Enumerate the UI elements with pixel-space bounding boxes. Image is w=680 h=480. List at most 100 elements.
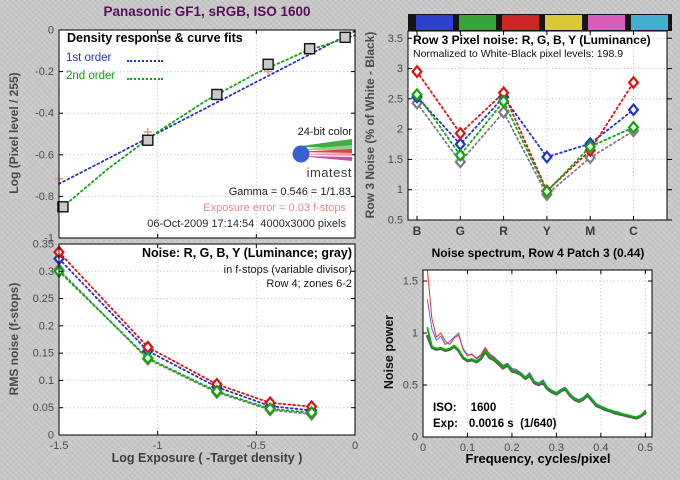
color-patch-3 [545, 15, 582, 30]
row3-noise-category: B [413, 224, 422, 238]
row3-noise-title: Row 3 Pixel noise: R, G, B, Y (Luminance… [413, 33, 651, 47]
row3-noise-subtitle: Normalized to White-Black pixel levels: … [413, 48, 624, 60]
rms-noise-marker-G [305, 405, 318, 420]
row3-noise-marker-R [411, 64, 423, 79]
density-ytick: -0.8 [35, 191, 54, 203]
row3-noise-ytick: 2.5 [388, 93, 403, 105]
rms-noise-xtick: -1.5 [50, 440, 69, 452]
legend-1st-order-swatch [127, 60, 163, 62]
row3-noise-marker-G [627, 120, 640, 135]
rms-noise-ytick: 0.05 [33, 402, 54, 414]
exposure-readout: Exp: 0.0016 s (1/640) [433, 418, 557, 430]
density-ytick: -1 [44, 233, 54, 245]
rms-noise-ytick: 0.3 [39, 266, 54, 278]
rms-noise-subtitle: in f-stops (variable divisor) [223, 264, 352, 276]
rms-noise-ytick: 0.15 [33, 348, 54, 360]
row3-noise-marker-G [454, 148, 467, 163]
color-patch-1 [459, 15, 496, 30]
noise-spectrum-ytick: 0 [412, 432, 418, 444]
row3-noise-ytick: 1.5 [388, 154, 403, 166]
row3-noise-series-R [416, 70, 635, 192]
noise-spectrum-xtick: 0.2 [504, 442, 519, 454]
noise-spectrum-xtick: 0.1 [460, 442, 475, 454]
rms-noise-xtick: 0 [352, 440, 358, 452]
rms-noise-ytick: 0.25 [33, 293, 54, 305]
row3-noise-series-G [416, 93, 635, 193]
rms-noise-subtitle2: Row 4; zones 6-2 [266, 278, 352, 290]
spectrum-x-axis-label: Frequency, cycles/pixel [465, 451, 611, 466]
density-marker-measured-patches [339, 31, 351, 43]
row3-noise-marker-G [497, 94, 510, 109]
exposure-value: 0.0016 s (1/640) [468, 418, 557, 430]
rms-noise-ytick: 0.1 [39, 375, 54, 387]
spectrum-title: Noise spectrum, Row 4 Patch 3 (0.44) [431, 246, 645, 260]
row3-noise-ytick: 3 [397, 63, 403, 75]
exposure-label: Exp: [433, 418, 458, 430]
color-depth-note: 24-bit color [297, 126, 352, 138]
noise-spectrum-xtick: 0.4 [593, 442, 608, 454]
iso-readout: ISO: 1600 [433, 402, 496, 414]
row3-noise-series-Y [416, 102, 635, 196]
rms-noise-xtick: -1 [153, 440, 163, 452]
imatest-logo-icon [292, 139, 352, 163]
row3-noise-ytick: 0.5 [388, 215, 403, 227]
datestamp: 06-Oct-2009 17:14:54 4000x3000 pixels [147, 218, 346, 230]
rms-noise-ytick: 0.35 [33, 239, 54, 251]
rms-noise-title: Noise: R, G, B, Y (Luminance; gray) [142, 246, 352, 260]
color-patch-0 [416, 15, 453, 30]
row3-noise-category: Y [543, 224, 551, 238]
rms-noise-ytick: 0.2 [39, 320, 54, 332]
row3-noise-plot: 0.5 1 1.5 2 2.5 3 3.5 B G R Y M C [388, 14, 672, 238]
exposure-error-readout: Exposure error = 0.03 f-stops [203, 202, 346, 214]
density-ytick: -0.2 [35, 66, 54, 78]
row3-noise-marker-Y [584, 150, 597, 165]
rms-noise-y-axis-label: RMS noise (f-stops) [7, 282, 21, 396]
density-marker-measured-patches [142, 134, 154, 146]
row3-noise-marker-G [584, 139, 597, 154]
figure-title: Panasonic GF1, sRGB, ISO 1600 [103, 4, 311, 19]
spectrum-y-axis-label: Noise power [382, 314, 396, 390]
density-marker-measured-patches [303, 43, 316, 55]
density-ytick: 0 [48, 25, 54, 37]
color-patch-strip [408, 14, 672, 31]
legend-2nd-order-label: 2nd order [66, 70, 116, 82]
row3-noise-category: G [456, 224, 465, 238]
density-plot: 0 -0.2 -0.4 -0.6 -0.8 -1 [35, 25, 356, 245]
density-marker-measured-patches [262, 58, 274, 71]
rms-noise-plot: 0 0.05 0.1 0.15 0.2 0.25 0.3 0.35 -1.5 -1 -0.5 0 [33, 239, 358, 453]
row3-noise-marker-G [411, 87, 423, 102]
noise-spectrum-ytick: 1.5 [403, 276, 418, 288]
rms-noise-xtick: -0.5 [247, 440, 266, 452]
density-marker-measured-patches [211, 88, 223, 101]
noise-spectrum-plot: 0 0.5 1 1.5 0 0.1 0.2 0.3 0.4 0.5 [403, 269, 653, 454]
rms-noise-marker-G [141, 351, 154, 365]
noise-spectrum-ytick: 0.5 [403, 380, 418, 392]
iso-value: 1600 [470, 402, 497, 414]
noise-spectrum-ytick: 1 [412, 328, 418, 340]
row3-noise-series-B [416, 96, 635, 158]
density-series-1st-order-fit [58, 30, 356, 185]
color-patch-2 [502, 15, 539, 30]
rms-noise-ytick: 0 [48, 430, 54, 442]
legend-2nd-order-swatch [127, 78, 163, 80]
density-ytick: -0.6 [35, 149, 54, 161]
row3-noise-marker-R [454, 126, 467, 141]
rms-noise-marker-G [211, 384, 223, 399]
noise-spectrum-xtick: 0 [420, 442, 426, 454]
row3-noise-ytick: 1 [397, 184, 403, 196]
row3-noise-marker-B [627, 102, 640, 117]
color-patch-4 [588, 15, 625, 30]
row3-noise-marker-G [541, 184, 553, 199]
row3-noise-ytick: 3.5 [388, 33, 403, 45]
noise-spectrum-xtick: 0.5 [638, 442, 653, 454]
imatest-logo-text: imatest [306, 165, 352, 180]
noise-spectrum-xtick: 0.3 [549, 442, 564, 454]
row3-noise-category: M [585, 224, 595, 238]
row3-noise-y-axis-label: Row 3 Noise (% of White - Black) [363, 31, 377, 219]
row3-noise-marker-Y [497, 105, 510, 120]
row3-noise-ytick: 2 [397, 124, 403, 136]
iso-label: ISO: [433, 402, 457, 414]
row3-noise-marker-R [627, 75, 640, 90]
density-marker-measured-patches [57, 201, 69, 213]
